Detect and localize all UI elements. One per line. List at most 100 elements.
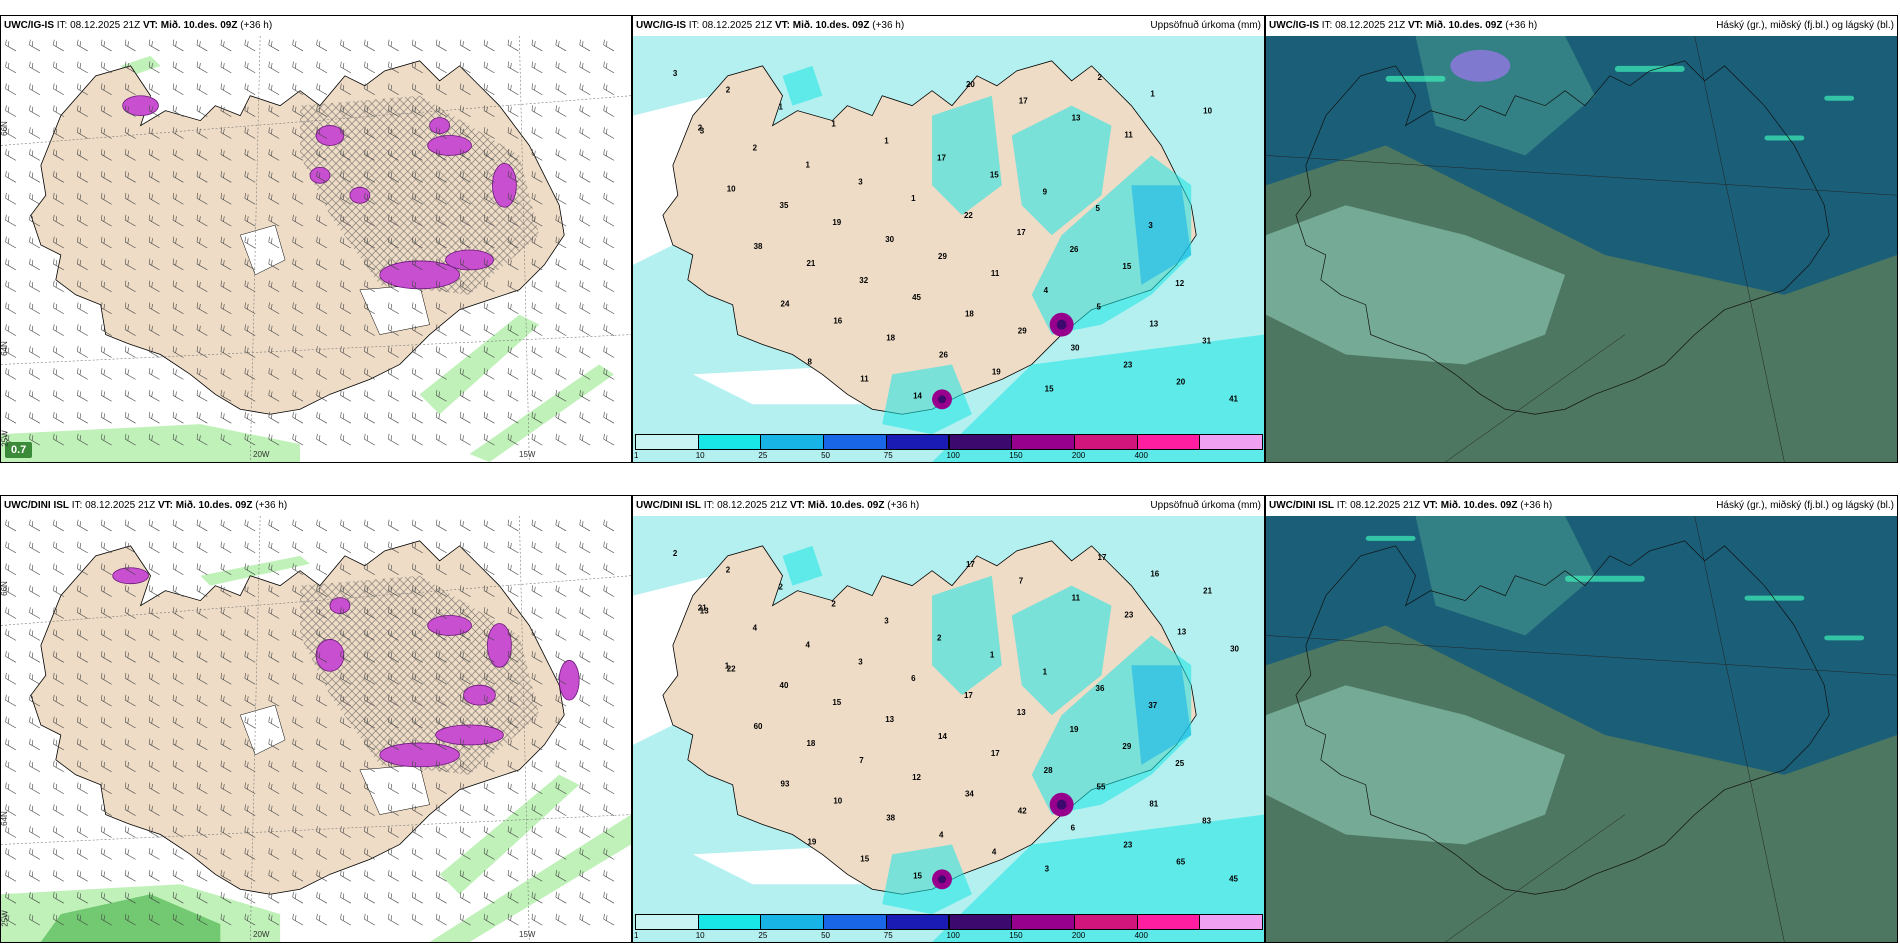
wind-barb — [172, 433, 184, 446]
wind-barb — [603, 848, 615, 860]
wind-barb — [220, 411, 232, 424]
wind-barb — [53, 39, 64, 52]
wind-barb — [555, 563, 567, 575]
wind-barb — [435, 236, 447, 249]
wind-barb — [268, 324, 280, 336]
wind-barb — [172, 236, 184, 249]
wind-barb — [29, 650, 41, 663]
wind-barb — [100, 607, 112, 619]
wind-barb — [555, 869, 567, 882]
wind-barb — [196, 629, 208, 641]
wind-barb — [531, 302, 543, 314]
wind-barb — [340, 39, 352, 52]
wind-barb — [435, 913, 447, 926]
wind-barb — [340, 672, 352, 685]
wind-barb — [220, 826, 232, 838]
precip-value-label: 29 — [938, 252, 947, 261]
wind-barb — [220, 913, 232, 926]
wind-barb — [412, 411, 423, 424]
wind-barb — [483, 716, 495, 729]
wind-barb — [268, 650, 280, 663]
precip-value-label: 9 — [1043, 187, 1048, 196]
colorbar-tick-label: 50 — [821, 451, 830, 460]
wind-barb — [100, 346, 112, 358]
wind-barb — [603, 346, 615, 358]
wind-barb — [459, 738, 471, 751]
wind-barb — [579, 39, 591, 52]
wind-barb — [124, 149, 136, 161]
wind-barb — [483, 672, 495, 685]
precip-value-label: 30 — [1230, 644, 1239, 653]
wind-barb — [268, 192, 280, 205]
wind-barb — [268, 170, 280, 183]
wind-barb — [124, 629, 136, 641]
wind-barb — [77, 127, 88, 139]
wind-barb — [268, 368, 280, 380]
wind-barb — [77, 236, 88, 249]
wind-barb — [29, 302, 41, 314]
precip-value-label: 22 — [727, 664, 736, 673]
wind-barb — [364, 324, 375, 336]
wind-barb — [579, 433, 591, 446]
wind-barb — [412, 738, 423, 751]
wind-barb — [268, 563, 280, 575]
precip-value-label: 25 — [1175, 759, 1184, 768]
precip-value-label: 3 — [700, 127, 705, 136]
cloud-map[interactable] — [1266, 516, 1897, 942]
wind-barb — [268, 782, 280, 794]
wind-barb — [77, 346, 88, 358]
wind-barb — [292, 672, 304, 685]
panel-title: Uppsöfnuð úrkoma (mm) — [1150, 20, 1261, 31]
panel-cloud-top: UWC/IG-IS IT: 08.12.2025 21Z VT: Mið. 10… — [1265, 15, 1898, 463]
precip-value-label: 1 — [884, 137, 889, 146]
precip-map[interactable]: 3 2 1 1 1 17 15 9 5 3 3 2 1 3 1 22 17 26 15 12 10 35 19 30 29 11 4… — [633, 36, 1264, 462]
wind-barb — [100, 563, 112, 575]
graticule-lon — [519, 516, 530, 942]
wind-barb — [555, 672, 567, 685]
wind-barb — [268, 760, 280, 773]
wind-barb — [53, 694, 64, 707]
panel-title: Uppsöfnuð úrkoma (mm) — [1150, 500, 1261, 511]
wind-barb — [388, 629, 399, 641]
wind-barb — [579, 913, 591, 926]
cloud-map[interactable] — [1266, 36, 1897, 462]
wind-barb — [435, 585, 447, 597]
precip-map[interactable]: 2 2 2 2 3 2 1 1 36 37 13 4 4 3 6 17 13 19 29 25 22 40 15 13 14 17… — [633, 516, 1264, 942]
wind-barb — [53, 236, 64, 249]
wind-map[interactable] — [1, 36, 631, 462]
wind-barb — [412, 672, 423, 685]
wind-barb — [292, 694, 304, 707]
wind-barb — [220, 214, 232, 227]
wind-barb — [507, 258, 519, 271]
wind-barb — [196, 650, 208, 663]
wind-barb — [340, 149, 352, 161]
wind-barb — [340, 389, 352, 402]
wind-barb — [124, 694, 136, 707]
wind-barb — [435, 214, 447, 227]
wind-barb — [316, 804, 328, 816]
vt-label: VT: — [157, 500, 173, 511]
wind-barb — [531, 61, 543, 74]
wind-barb — [244, 891, 256, 904]
wind-barb — [507, 585, 519, 597]
precip-value-label: 6 — [1071, 824, 1076, 833]
wind-barb — [244, 280, 256, 293]
wind-barb — [483, 61, 495, 74]
wind-barb — [364, 83, 375, 95]
wind-barb — [220, 170, 232, 183]
wind-barb — [196, 869, 208, 882]
wind-barb — [603, 804, 615, 816]
wind-barb — [459, 716, 471, 729]
wind-barb — [5, 302, 17, 314]
wind-barb — [340, 127, 352, 139]
wind-barb — [603, 368, 615, 380]
wind-green-shade — [1, 424, 301, 462]
wind-barb — [579, 411, 591, 424]
wind-barb — [412, 891, 423, 904]
wind-map[interactable] — [1, 516, 631, 942]
wind-barb — [555, 39, 567, 52]
precip-value-label: 10 — [727, 184, 736, 193]
wind-barb — [100, 913, 112, 926]
colorbar-tick-label: 50 — [821, 931, 830, 940]
wind-barb — [77, 869, 88, 882]
